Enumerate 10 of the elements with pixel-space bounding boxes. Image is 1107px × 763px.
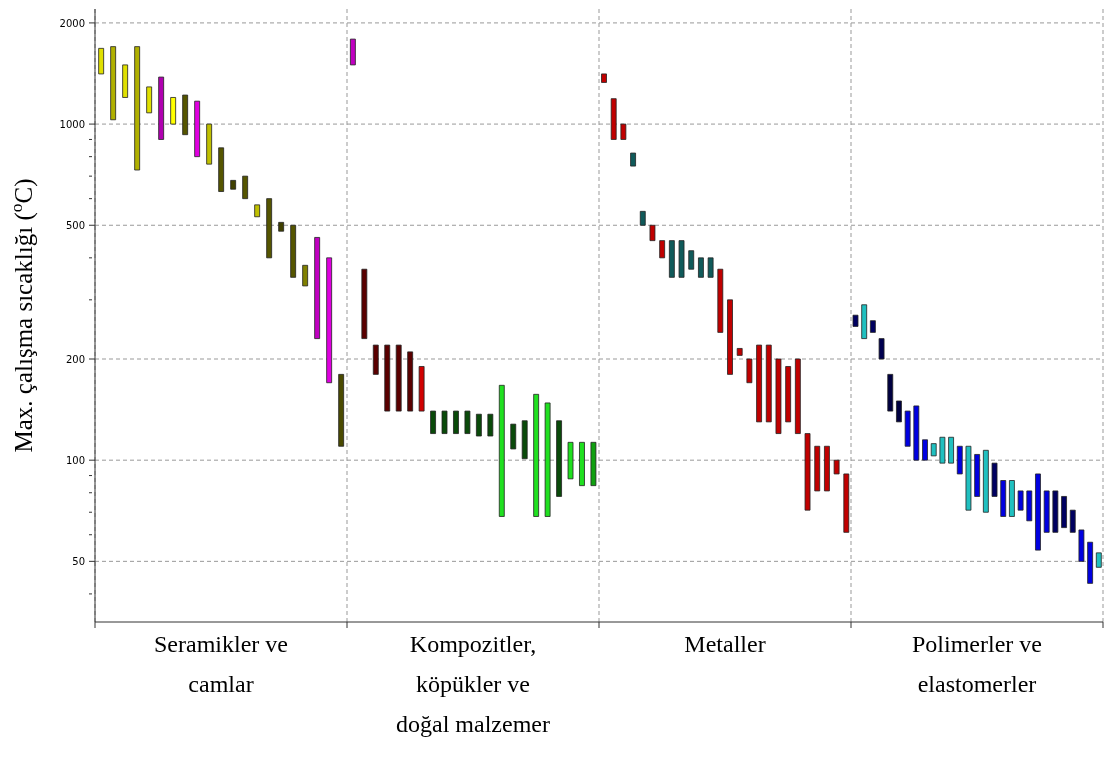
y-tick-label: 50 — [72, 556, 85, 568]
x-tick-label: Seramikler ve camlar — [154, 631, 288, 697]
y-tick-label: 500 — [65, 220, 85, 232]
x-tick-label: Metaller — [684, 631, 766, 657]
y-tick-label: 100 — [65, 455, 85, 467]
x-tick-label: Kompozitler, köpükler ve doğal malzemer — [396, 631, 550, 737]
x-tick-label: Polimerler ve elastomerler — [912, 631, 1042, 697]
y-tick-label: 2000 — [59, 17, 85, 29]
y-tick-label: 200 — [65, 354, 85, 365]
y-tick-label: 1000 — [59, 119, 85, 131]
